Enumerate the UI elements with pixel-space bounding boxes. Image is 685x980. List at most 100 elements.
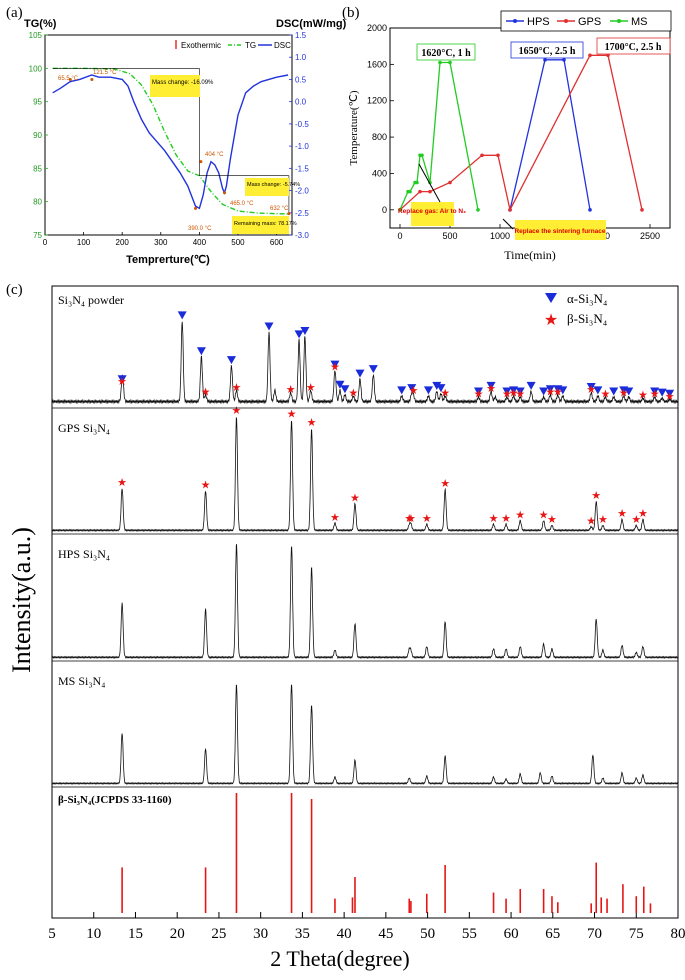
beta-marker: ★ bbox=[408, 385, 418, 397]
legend-ms: MS bbox=[631, 16, 648, 28]
series-label-jcpds: β-Si₃N₄(JCPDS 33-1160) bbox=[58, 794, 172, 806]
panel-c-ylabel: Intensity(a.u.) bbox=[7, 527, 36, 673]
ms-point bbox=[420, 153, 424, 158]
alpha-marker bbox=[407, 384, 417, 393]
legend-hps-dot bbox=[513, 19, 517, 23]
beta-marker: ★ bbox=[545, 386, 555, 398]
panel-c-plot: ★ ★ ★ ★ ★ ★ ★ ★ ★ ★ ★ ★ ★ ★ ★ ★ ★ ★ ★ ★ ★ ★ ★ ★ ★ ★ ★ ★ ★ ★ ★ ★ ★ ★ ★ ★ ★ ★ ★ ★… bbox=[51, 311, 679, 913]
a-point-marker bbox=[194, 206, 198, 210]
beta-marker: ★ bbox=[201, 386, 211, 398]
mass-change-2-box bbox=[245, 178, 289, 196]
c-xtick-label: 50 bbox=[420, 926, 435, 942]
series-label-hps: HPS Si₃N₄ bbox=[58, 547, 110, 561]
a-point-marker bbox=[199, 160, 203, 164]
beta-marker: ★ bbox=[539, 509, 549, 521]
gps-curve bbox=[399, 54, 643, 212]
alpha-marker bbox=[335, 380, 345, 389]
xrd-pattern-2 bbox=[51, 544, 679, 660]
a-ytick-right-label: -1.0 bbox=[295, 142, 309, 151]
gps-point bbox=[640, 208, 644, 212]
a-xtick-label: 500 bbox=[231, 238, 245, 247]
alpha-marker bbox=[624, 387, 634, 396]
a-point-marker bbox=[68, 77, 72, 81]
alpha-marker bbox=[526, 381, 536, 390]
ms-point bbox=[448, 60, 452, 65]
ms-point bbox=[476, 208, 480, 212]
b-xtick-label: 500 bbox=[442, 231, 457, 241]
a-point-marker bbox=[287, 212, 291, 216]
legend-exothermic: Exothermic bbox=[181, 41, 221, 50]
c-xtick-label: 55 bbox=[462, 926, 477, 942]
remaining-mass: Remaining mass: 78.17% bbox=[234, 221, 297, 227]
alpha-marker bbox=[515, 387, 525, 396]
panel-a-legend: Exothermic TG DSC bbox=[175, 40, 291, 50]
beta-marker: ★ bbox=[232, 382, 242, 394]
panel-a-plot bbox=[52, 67, 291, 216]
alpha-marker bbox=[355, 369, 365, 378]
a-xtick-label: 200 bbox=[116, 238, 130, 247]
dsc-axis-title: DSC(mW/mg) bbox=[276, 18, 347, 30]
alpha-marker bbox=[593, 386, 603, 395]
a-ytick-right-label: 0.0 bbox=[295, 98, 307, 107]
hps-point bbox=[588, 208, 592, 212]
beta-marker: ★ bbox=[489, 513, 499, 525]
a-ytick-right-label: -1.5 bbox=[295, 164, 309, 173]
alpha-marker bbox=[539, 387, 549, 396]
beta-marker: ★ bbox=[117, 376, 127, 388]
beta-marker: ★ bbox=[117, 477, 127, 489]
beta-marker: ★ bbox=[600, 389, 610, 401]
panel-a-ticks: 0 100 200 300 400 500 600 75 80 85 90 95 100 105 -3.0 -… bbox=[29, 31, 310, 247]
alpha-marker bbox=[397, 386, 407, 395]
a-ytick-left-label: 95 bbox=[33, 98, 42, 107]
a-ytick-right-label: -2.0 bbox=[295, 187, 309, 196]
beta-marker: ★ bbox=[501, 513, 511, 525]
a-xtick-label: 300 bbox=[154, 238, 168, 247]
ms-hold-label: 1620°C, 1 h bbox=[421, 48, 471, 59]
legend-alpha-marker bbox=[545, 293, 557, 303]
panel-c-label: (c) bbox=[6, 282, 23, 298]
xrd-pattern-3 bbox=[51, 684, 679, 785]
panel-a-xlabel: Temprerture(℃) bbox=[126, 254, 210, 266]
beta-marker: ★ bbox=[591, 490, 601, 502]
b-ytick-label: 1600 bbox=[367, 59, 387, 69]
gps-hold-box bbox=[596, 37, 671, 55]
a-ytick-left-label: 80 bbox=[33, 198, 42, 207]
a-ytick-left-label: 85 bbox=[33, 164, 42, 173]
alpha-marker bbox=[657, 388, 667, 397]
alpha-marker bbox=[509, 386, 519, 395]
alpha-marker bbox=[650, 387, 660, 396]
alpha-marker bbox=[368, 365, 378, 374]
alpha-marker bbox=[196, 347, 206, 356]
b-xtick-label: 1000 bbox=[490, 231, 510, 241]
b-ytick-label: 1200 bbox=[367, 96, 387, 106]
beta-marker: ★ bbox=[665, 391, 675, 403]
a-ytick-right-label: -0.5 bbox=[295, 120, 309, 129]
beta-marker: ★ bbox=[330, 362, 340, 374]
alpha-marker bbox=[340, 385, 350, 394]
gps-hold-label: 1700°C, 2.5 h bbox=[605, 42, 662, 53]
b-ytick-label: 400 bbox=[372, 168, 387, 178]
hps-point bbox=[543, 58, 547, 62]
panel-b-label: (b) bbox=[342, 5, 360, 21]
alpha-marker bbox=[502, 387, 512, 396]
legend-dsc: DSC bbox=[274, 41, 291, 50]
legend-gps: GPS bbox=[578, 16, 601, 28]
point-label-465: 465.0 °C bbox=[230, 201, 254, 207]
panel-b-legend-box bbox=[500, 10, 672, 32]
beta-marker: ★ bbox=[306, 382, 316, 394]
ms-point bbox=[408, 189, 412, 194]
gps-point bbox=[496, 153, 500, 158]
b-ytick-label: 2000 bbox=[367, 23, 387, 33]
mass-change-2: Mass change: -5.74% bbox=[247, 182, 300, 188]
c-xtick-label: 40 bbox=[337, 926, 352, 942]
b-xtick-label: 2500 bbox=[640, 231, 660, 241]
beta-marker: ★ bbox=[509, 387, 519, 399]
beta-marker: ★ bbox=[617, 508, 627, 520]
panel-c-legend: α-Si₃N₄ ★ β-Si₃N₄ bbox=[544, 291, 608, 329]
beta-marker: ★ bbox=[553, 386, 563, 398]
alpha-marker bbox=[330, 360, 340, 369]
alpha-marker bbox=[117, 375, 127, 384]
alpha-marker bbox=[300, 327, 310, 336]
legend-gps-dot bbox=[564, 19, 568, 23]
panel-c-xlabel: 2 Theta(degree) bbox=[270, 946, 409, 971]
